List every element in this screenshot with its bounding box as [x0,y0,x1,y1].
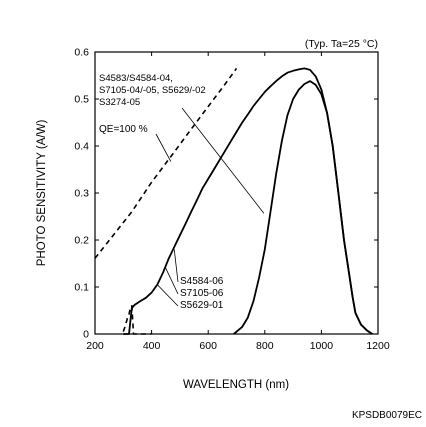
group-bottom-leader-1 [173,249,179,283]
group-bottom-label-3: S5629-01 [180,300,224,311]
group-bottom-label-1: S4584-06 [180,276,224,287]
y-tick-label: 0.1 [74,282,89,294]
series-group-top-line [123,67,373,335]
group-top-leader-line [181,107,265,214]
y-tick-label: 0.3 [74,188,89,200]
x-tick-label: 200 [86,340,104,352]
qe-leader-line [155,133,172,162]
group-bottom-label-2: S7105-06 [180,288,224,299]
annotations [155,107,265,307]
qe-label: QE=100 % [99,124,148,135]
series-group [94,67,373,335]
y-tick-label: 0.5 [74,94,89,106]
x-axis-label: WAVELENGTH (nm) [183,379,289,391]
x-tick-label: 400 [143,340,161,352]
series-group-bottom-line [233,80,373,335]
series-uv-cutoff-line [122,304,152,335]
x-tick-label: 1000 [310,340,334,352]
group-top-label-3: S3274-05 [99,97,140,108]
y-tick-label: 0.6 [74,47,89,59]
x-tick-label: 800 [256,340,274,352]
condition-label: (Typ. Ta=25 °C) [305,38,378,50]
group-bottom-leader-3 [156,284,179,307]
y-tick-label: 0.4 [74,141,89,153]
y-tick-label: 0 [83,329,89,341]
x-tick-label: 1200 [366,340,390,352]
y-axis-label: PHOTO SENSITIVITY (A/W) [36,120,48,267]
group-top-label-1: S4583/S4584-04, [99,73,173,84]
group-top-label-2: S7105-04/-05, S5629/-02 [99,85,206,96]
series-qe100-line [94,67,238,259]
figure-code: KPSDB0079EC [352,410,422,421]
x-tick-label: 600 [199,340,217,352]
axis-ticks: 200 400 600 800 1000 1200 0 0.1 0.2 0.3 0.4 0.5 0.6 [74,47,389,353]
group-bottom-leader-2 [165,268,179,295]
y-tick-label: 0.2 [74,235,89,247]
